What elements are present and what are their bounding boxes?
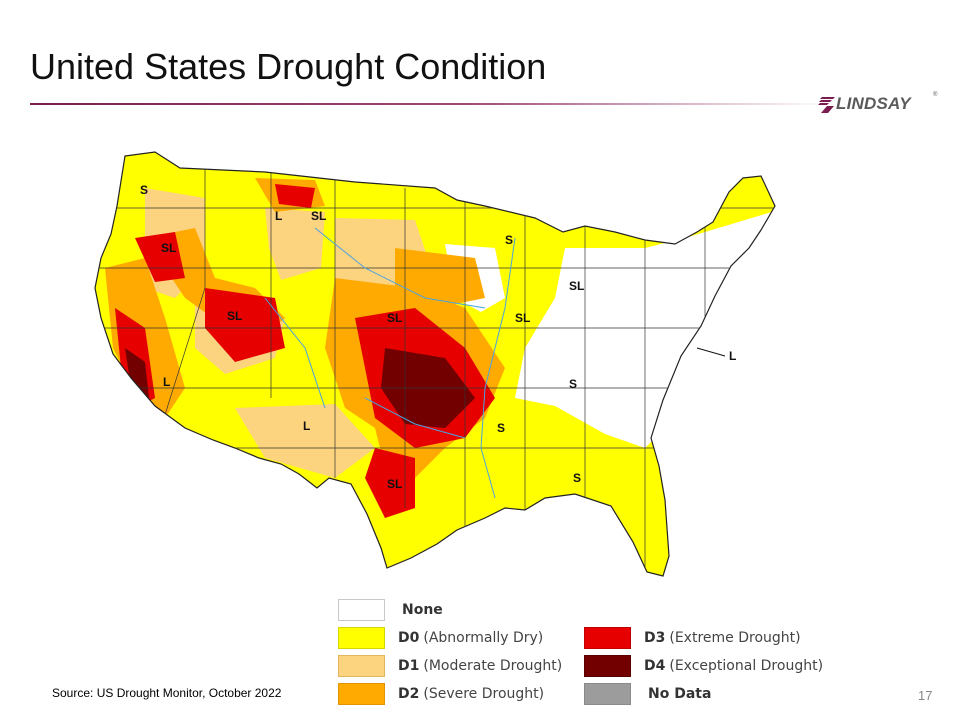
- legend-code: D2: [398, 686, 420, 702]
- legend-desc: (Extreme Drought): [669, 630, 801, 646]
- impact-label: SL: [569, 279, 584, 293]
- impact-label: S: [573, 471, 581, 485]
- lindsay-logo: LINDSAY ®: [818, 92, 943, 116]
- logo-text: LINDSAY: [836, 94, 911, 113]
- legend-item-d1: D1 (Moderate Drought): [338, 654, 562, 678]
- drought-impact-labels: S SL L SL S SL SL SL SL L L S S SL S L: [140, 183, 736, 491]
- impact-label: L: [163, 375, 170, 389]
- legend-swatch: [338, 655, 385, 677]
- legend-item-no-data: No Data: [584, 682, 711, 706]
- impact-label: SL: [515, 311, 530, 325]
- logo-trademark: ®: [933, 92, 938, 98]
- impact-label: S: [497, 421, 505, 435]
- legend-swatch: [584, 683, 631, 705]
- legend-swatch: [584, 655, 631, 677]
- legend-item-d3: D3 (Extreme Drought): [584, 626, 801, 650]
- impact-label: S: [140, 183, 148, 197]
- legend-swatch: [338, 599, 385, 621]
- logo-stripes-icon: [818, 97, 835, 113]
- impact-label: SL: [161, 241, 176, 255]
- impact-label: S: [505, 233, 513, 247]
- legend-swatch: [338, 683, 385, 705]
- impact-label: SL: [387, 477, 402, 491]
- slide-title: United States Drought Condition: [30, 46, 547, 87]
- legend-desc: (Moderate Drought): [423, 658, 563, 674]
- legend-item-d2: D2 (Severe Drought): [338, 682, 544, 706]
- legend-swatch: [584, 627, 631, 649]
- impact-label: L: [729, 349, 736, 363]
- rivers: [264, 227, 516, 499]
- legend-desc: No Data: [648, 686, 712, 702]
- legend-item-d4: D4 (Exceptional Drought): [584, 654, 823, 678]
- impact-label: S: [569, 377, 577, 391]
- legend-item-d0: D0 (Abnormally Dry): [338, 626, 543, 650]
- legend-code: D1: [398, 658, 420, 674]
- map-legend: None D0 (Abnormally Dry) D1 (Moderate Dr…: [338, 598, 878, 720]
- legend-desc: (Abnormally Dry): [423, 630, 544, 646]
- title-divider: [30, 103, 830, 105]
- legend-item-none: None: [338, 598, 443, 622]
- impact-label: SL: [311, 209, 326, 223]
- page-number: 17: [918, 688, 933, 703]
- legend-desc: None: [402, 602, 443, 618]
- legend-code: D4: [644, 658, 666, 674]
- impact-label: L: [275, 209, 282, 223]
- impact-label: L: [303, 419, 310, 433]
- legend-swatch: [338, 627, 385, 649]
- label-leader-line: [696, 347, 726, 357]
- source-note: Source: US Drought Monitor, October 2022: [52, 686, 282, 700]
- drought-map: S SL L SL S SL SL SL SL L L S S SL S L: [94, 151, 776, 577]
- legend-code: D3: [644, 630, 666, 646]
- legend-desc: (Severe Drought): [423, 686, 545, 702]
- impact-label: SL: [227, 309, 242, 323]
- legend-desc: (Exceptional Drought): [669, 658, 824, 674]
- legend-code: D0: [398, 630, 420, 646]
- impact-label: SL: [387, 311, 402, 325]
